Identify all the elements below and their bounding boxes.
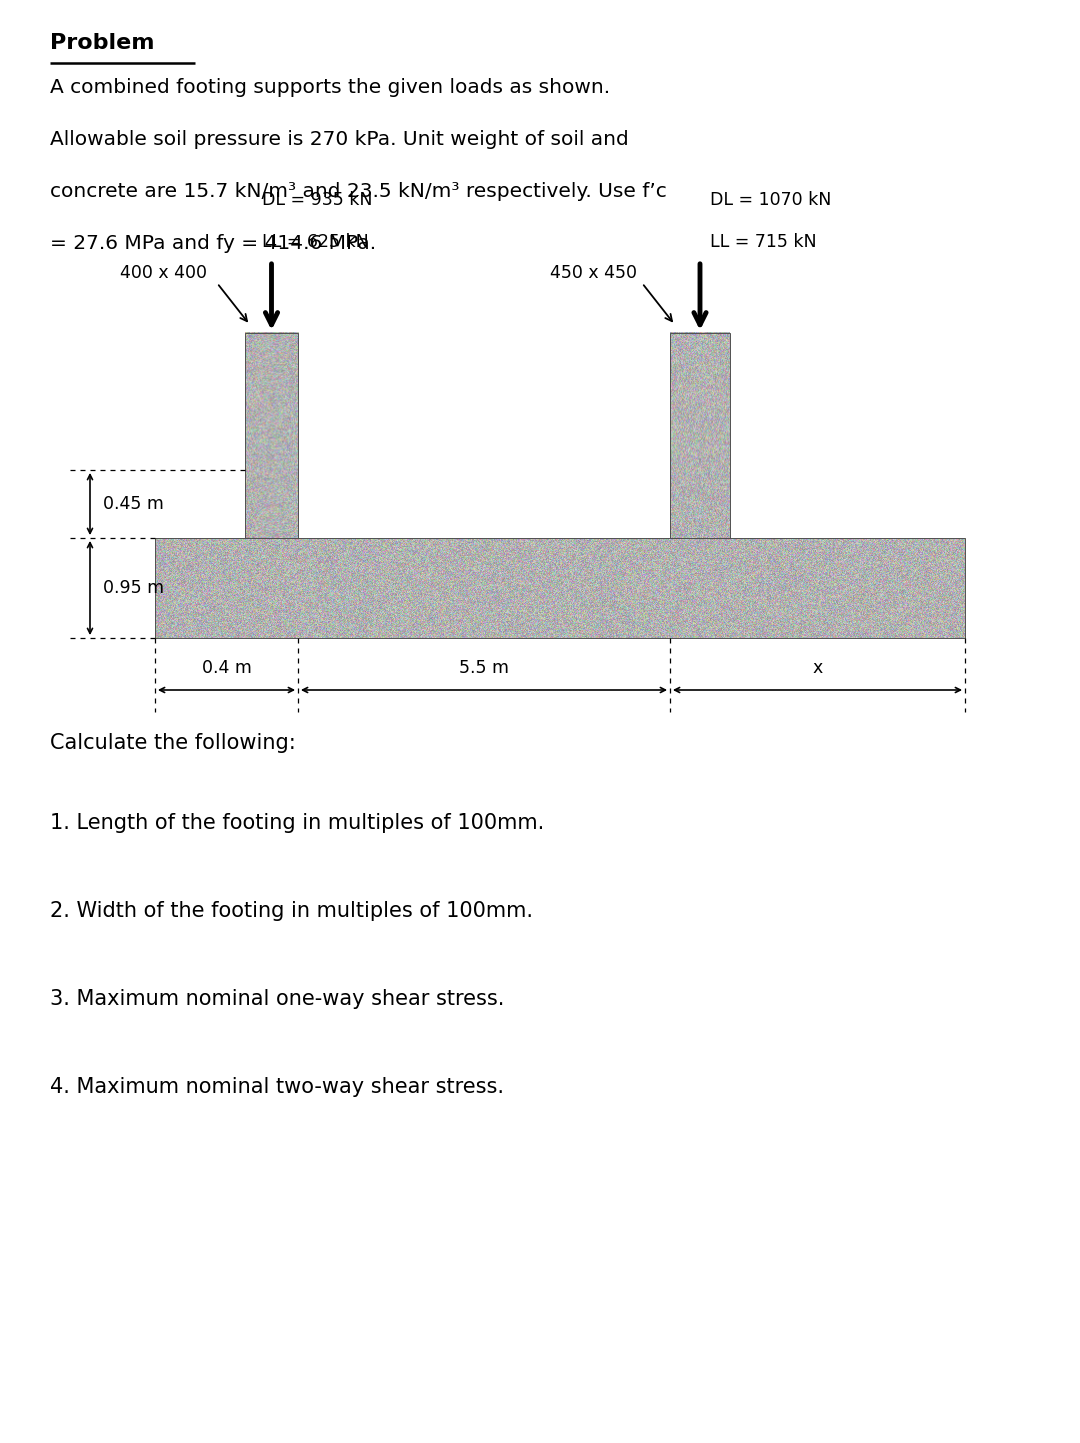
Bar [670, 333, 730, 538]
Text: Problem: Problem [50, 33, 154, 53]
Text: 3. Maximum nominal one-way shear stress.: 3. Maximum nominal one-way shear stress. [50, 988, 504, 1009]
Text: 450 x 450: 450 x 450 [550, 264, 637, 281]
Text: DL = 935 kN: DL = 935 kN [261, 190, 372, 209]
Text: 0.95 m: 0.95 m [103, 579, 164, 597]
Text: 1. Length of the footing in multiples of 100mm.: 1. Length of the footing in multiples of… [50, 812, 544, 833]
Text: Allowable soil pressure is 270 kPa. Unit weight of soil and: Allowable soil pressure is 270 kPa. Unit… [50, 130, 629, 149]
Text: DL = 1070 kN: DL = 1070 kN [710, 190, 832, 209]
Text: concrete are 15.7 kN/m³ and 23.5 kN/m³ respectively. Use f’c: concrete are 15.7 kN/m³ and 23.5 kN/m³ r… [50, 182, 666, 201]
Text: x: x [812, 659, 823, 677]
Text: LL = 625 kN: LL = 625 kN [261, 232, 368, 251]
Bar [245, 333, 298, 538]
Bar [156, 538, 966, 638]
Text: 400 x 400: 400 x 400 [120, 264, 207, 281]
Text: LL = 715 kN: LL = 715 kN [710, 232, 816, 251]
Text: 5.5 m: 5.5 m [459, 659, 509, 677]
Text: A combined footing supports the given loads as shown.: A combined footing supports the given lo… [50, 78, 610, 97]
Text: 4. Maximum nominal two-way shear stress.: 4. Maximum nominal two-way shear stress. [50, 1076, 504, 1097]
Text: = 27.6 MPa and fy = 414.6 MPa.: = 27.6 MPa and fy = 414.6 MPa. [50, 234, 376, 253]
Text: 2. Width of the footing in multiples of 100mm.: 2. Width of the footing in multiples of … [50, 900, 534, 921]
Text: 0.4 m: 0.4 m [202, 659, 252, 677]
Text: Calculate the following:: Calculate the following: [50, 733, 296, 753]
Text: 0.45 m: 0.45 m [103, 495, 164, 514]
